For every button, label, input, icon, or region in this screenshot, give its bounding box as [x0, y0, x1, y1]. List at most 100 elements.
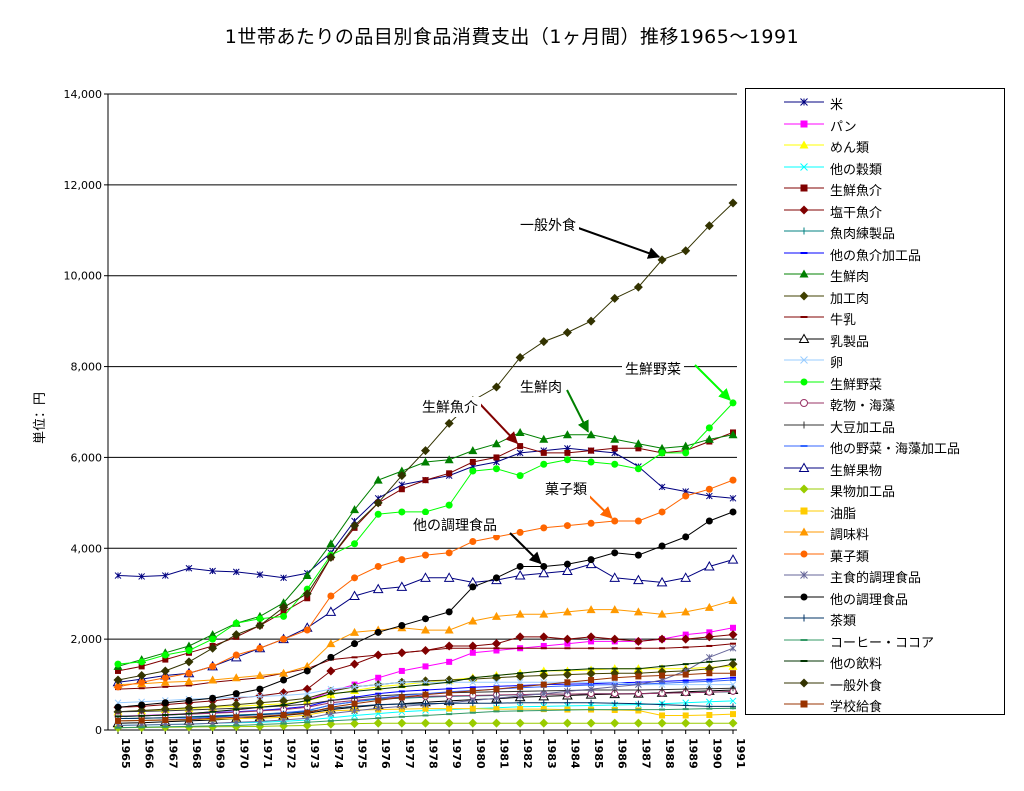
series-19: [113, 718, 738, 733]
data-point: [540, 460, 548, 468]
legend-marker: [800, 120, 808, 127]
data-point: [730, 711, 736, 718]
data-point: [493, 700, 500, 707]
data-point: [443, 572, 455, 582]
data-point: [231, 673, 241, 682]
legend-swatch: [784, 527, 824, 536]
legend-swatch: [784, 593, 824, 600]
data-point: [138, 678, 146, 686]
y-axis-label: 単位：円: [32, 392, 48, 444]
data-point: [469, 649, 476, 656]
x-tick-label: 1965: [119, 738, 132, 769]
x-tick-label: 1973: [308, 738, 321, 769]
data-point: [611, 460, 619, 468]
data-point: [492, 574, 500, 582]
data-point: [421, 676, 430, 686]
data-point: [515, 718, 525, 728]
data-point: [256, 693, 264, 700]
legend-label: 他の魚介加工品: [830, 248, 922, 264]
data-point: [635, 700, 642, 707]
data-point: [611, 674, 618, 681]
legend-label: 油脂: [830, 506, 857, 522]
data-point: [705, 485, 713, 493]
legend-marker: [799, 484, 809, 494]
data-point: [586, 430, 596, 439]
legend-marker: [799, 678, 809, 687]
data-point: [209, 567, 216, 575]
data-point: [302, 571, 312, 580]
data-point: [729, 399, 737, 407]
x-tick-label: 1970: [237, 738, 250, 769]
legend-swatch: [784, 399, 824, 407]
annotation-arrow: [479, 403, 518, 444]
data-point: [185, 716, 192, 723]
data-point: [635, 445, 642, 452]
data-point: [398, 667, 405, 674]
y-tick-label: 8,000: [71, 361, 103, 374]
data-point: [185, 669, 193, 677]
data-point: [138, 708, 145, 715]
data-point: [209, 715, 216, 722]
legend-swatch: [784, 638, 824, 641]
legend-swatch: [784, 445, 824, 447]
data-point: [114, 660, 122, 668]
data-point: [350, 627, 360, 636]
data-point: [516, 472, 524, 480]
data-point: [256, 615, 264, 623]
data-point: [327, 704, 334, 711]
data-point: [564, 679, 571, 686]
legend-swatch: [784, 614, 824, 622]
data-point: [184, 641, 194, 650]
data-point: [184, 676, 194, 685]
data-point: [396, 581, 408, 591]
data-point: [682, 686, 689, 693]
data-point: [280, 712, 287, 719]
legend-item: 生鮮果物: [746, 458, 1004, 479]
data-point: [540, 449, 547, 456]
series-9: [113, 427, 738, 670]
legend-item: 調味料: [746, 522, 1004, 543]
legend-item: 果物加工品: [746, 479, 1004, 500]
data-point: [633, 439, 643, 448]
data-point: [585, 558, 597, 569]
data-point: [138, 663, 145, 670]
x-tick-label: 1984: [568, 738, 581, 769]
data-point: [657, 609, 667, 618]
data-point: [588, 699, 595, 706]
legend-item: 乳製品: [746, 329, 1004, 350]
legend-item: 大豆加工品: [746, 415, 1004, 436]
x-tick-label: 1975: [356, 738, 369, 769]
legend-marker: [800, 571, 808, 579]
legend-item: 茶類: [746, 608, 1004, 629]
data-point: [727, 554, 739, 564]
legend-label: 果物加工品: [830, 485, 896, 500]
data-point: [303, 626, 311, 634]
annotation-bg: [410, 515, 500, 535]
y-tick-label: 10,000: [64, 270, 103, 283]
data-point: [586, 718, 596, 728]
legend-label: 生鮮肉: [830, 270, 870, 285]
data-point: [421, 625, 430, 634]
data-point: [327, 592, 335, 600]
x-tick-label: 1985: [592, 738, 605, 769]
legend-swatch: [784, 700, 824, 708]
x-tick-label: 1968: [190, 738, 203, 769]
x-tick-label: 1974: [332, 738, 345, 769]
legend-label: 他の調理食品: [830, 592, 909, 608]
data-point: [492, 465, 500, 473]
data-point: [586, 632, 596, 642]
annotation-bg: [517, 377, 565, 397]
data-point: [302, 684, 312, 694]
legend-item: 一般外食: [746, 673, 1004, 694]
data-point: [704, 221, 714, 231]
data-point: [634, 551, 642, 559]
data-point: [493, 454, 500, 461]
x-tick-label: 1979: [450, 738, 463, 769]
legend-swatch: [784, 184, 824, 192]
data-point: [373, 475, 383, 484]
legend-item: 米: [746, 92, 1004, 113]
data-point: [540, 681, 547, 688]
data-point: [327, 685, 335, 693]
data-point: [304, 709, 311, 716]
data-point: [704, 434, 714, 443]
